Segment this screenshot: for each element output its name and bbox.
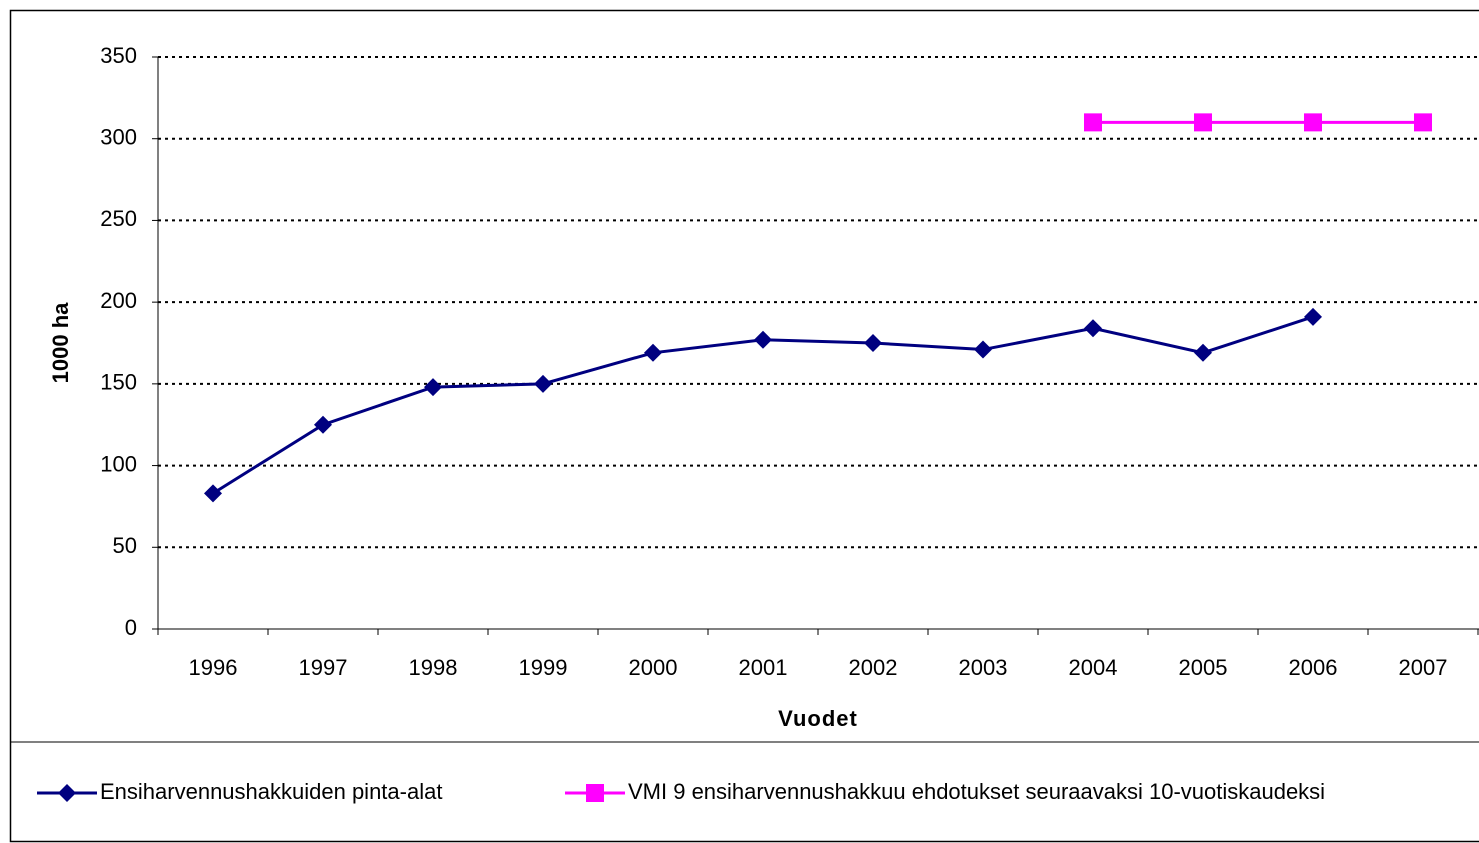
data-point	[1194, 113, 1212, 132]
y-tick-label: 350	[100, 43, 137, 68]
y-axis-label: 1000 ha	[48, 302, 73, 383]
y-tick-label: 150	[100, 370, 137, 395]
legend-label: Ensiharvennushakkuiden pinta-alat	[100, 779, 442, 804]
x-tick-label: 2005	[1179, 655, 1228, 680]
y-tick-label: 0	[125, 615, 137, 640]
data-point	[534, 374, 552, 393]
x-tick-label: 2004	[1069, 655, 1118, 680]
data-point	[1194, 343, 1212, 362]
chart-border	[9, 9, 1479, 843]
x-tick-label: 1997	[299, 655, 348, 680]
x-tick-label: 2001	[739, 655, 788, 680]
x-axis-label: Vuodet	[778, 706, 858, 731]
x-tick-label: 2006	[1289, 655, 1338, 680]
data-point	[204, 484, 222, 503]
legend-marker	[58, 784, 76, 802]
x-tick-label: 2000	[629, 655, 678, 680]
data-point	[1304, 113, 1322, 132]
data-point	[424, 378, 442, 397]
data-point	[754, 330, 772, 349]
data-point	[314, 415, 332, 434]
x-tick-label: 2002	[849, 655, 898, 680]
data-point	[1414, 113, 1432, 132]
data-point	[864, 334, 882, 352]
data-point	[1084, 319, 1102, 338]
legend-marker	[586, 784, 604, 802]
x-tick-label: 1998	[409, 655, 458, 680]
data-point	[1084, 113, 1102, 132]
legend-label: VMI 9 ensiharvennushakkuu ehdotukset seu…	[628, 779, 1325, 804]
x-tick-label: 2003	[959, 655, 1008, 680]
data-point	[974, 340, 992, 359]
y-tick-label: 250	[100, 206, 137, 231]
data-point	[644, 343, 662, 362]
x-tick-label: 2007	[1399, 655, 1448, 680]
y-tick-label: 50	[113, 533, 137, 558]
x-tick-label: 1996	[189, 655, 238, 680]
x-tick-label: 1999	[519, 655, 568, 680]
y-tick-label: 200	[100, 288, 137, 313]
y-tick-label: 100	[100, 451, 137, 476]
data-point	[1304, 307, 1322, 326]
y-tick-label: 300	[100, 125, 137, 150]
